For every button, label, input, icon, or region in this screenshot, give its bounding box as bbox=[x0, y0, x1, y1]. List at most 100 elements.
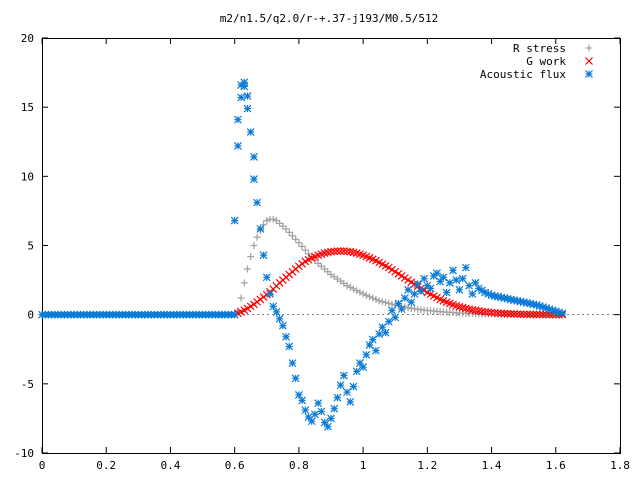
data-point bbox=[439, 273, 448, 282]
data-point bbox=[465, 281, 474, 290]
data-point bbox=[336, 247, 345, 255]
data-point bbox=[240, 82, 249, 91]
data-point bbox=[416, 287, 425, 296]
data-point bbox=[339, 247, 348, 255]
data-point bbox=[311, 410, 319, 419]
data-point bbox=[356, 288, 364, 296]
data-point bbox=[250, 153, 258, 161]
data-point bbox=[295, 239, 303, 247]
data-point bbox=[346, 283, 354, 291]
data-point bbox=[461, 263, 470, 272]
data-point bbox=[484, 308, 493, 317]
data-point bbox=[433, 269, 441, 278]
series-r-stress bbox=[38, 215, 566, 319]
data-point bbox=[378, 298, 386, 306]
data-point bbox=[404, 285, 412, 294]
data-point bbox=[243, 104, 252, 113]
y-tick-label: 5 bbox=[27, 240, 34, 253]
legend-marker bbox=[585, 44, 593, 52]
data-point bbox=[330, 404, 339, 413]
data-point bbox=[292, 235, 300, 243]
data-point bbox=[529, 310, 538, 319]
data-point bbox=[506, 309, 515, 318]
data-point bbox=[494, 309, 502, 318]
x-tick-label: 0.2 bbox=[96, 459, 116, 472]
data-point bbox=[468, 289, 477, 298]
data-point bbox=[449, 266, 457, 275]
data-point bbox=[535, 310, 544, 319]
data-point bbox=[366, 293, 374, 301]
data-point bbox=[490, 292, 499, 300]
data-point bbox=[372, 346, 380, 355]
data-point bbox=[243, 92, 252, 101]
data-point bbox=[320, 418, 329, 427]
data-point bbox=[282, 332, 290, 341]
data-point bbox=[400, 294, 409, 302]
y-tick-label: 0 bbox=[27, 309, 34, 322]
data-point bbox=[253, 233, 261, 241]
y-tick-label: 15 bbox=[21, 101, 34, 114]
data-point bbox=[346, 397, 355, 406]
data-point bbox=[526, 310, 535, 319]
data-point bbox=[298, 242, 306, 250]
data-point bbox=[278, 321, 287, 330]
data-point bbox=[375, 330, 384, 338]
data-point bbox=[250, 175, 258, 184]
data-point bbox=[532, 310, 541, 319]
y-axis: -10 -5 0 5 10 15 20 bbox=[14, 32, 620, 460]
data-point bbox=[272, 307, 281, 316]
data-point bbox=[474, 307, 483, 315]
data-point bbox=[247, 253, 255, 261]
data-point bbox=[381, 328, 390, 337]
data-point bbox=[352, 367, 361, 376]
chart-title: m2/n1.5/q2.0/r-+.37-j193/M0.5/512 bbox=[220, 12, 439, 25]
data-point bbox=[362, 291, 370, 299]
data-point bbox=[487, 308, 496, 317]
data-point bbox=[288, 232, 296, 240]
data-point bbox=[382, 298, 390, 306]
data-point bbox=[378, 323, 387, 332]
data-point bbox=[288, 359, 297, 368]
data-point bbox=[413, 280, 422, 289]
data-point bbox=[263, 217, 271, 225]
data-point bbox=[262, 273, 271, 282]
data-point bbox=[333, 393, 342, 402]
data-point bbox=[522, 310, 531, 319]
data-point bbox=[362, 350, 371, 359]
data-point bbox=[349, 382, 358, 391]
data-point bbox=[445, 278, 454, 287]
data-point bbox=[455, 285, 464, 294]
legend-label: R stress bbox=[513, 42, 566, 55]
x-tick-label: 1.2 bbox=[417, 459, 437, 472]
data-point bbox=[330, 247, 339, 256]
data-point bbox=[353, 287, 361, 295]
data-point bbox=[500, 309, 509, 318]
data-point bbox=[343, 282, 351, 290]
data-point bbox=[285, 228, 293, 236]
data-point bbox=[558, 309, 567, 318]
data-point bbox=[294, 390, 303, 399]
data-point bbox=[333, 247, 342, 255]
data-point bbox=[343, 388, 351, 397]
plot-frame bbox=[42, 38, 621, 454]
data-point bbox=[477, 307, 486, 316]
data-point bbox=[388, 300, 396, 308]
data-point bbox=[230, 310, 239, 319]
data-point bbox=[420, 274, 429, 283]
data-point bbox=[349, 285, 357, 293]
data-point bbox=[230, 216, 239, 225]
data-point bbox=[304, 413, 313, 421]
data-point bbox=[481, 307, 490, 316]
legend-marker bbox=[585, 70, 593, 78]
data-point bbox=[372, 295, 380, 303]
data-point bbox=[436, 277, 445, 286]
data-point bbox=[266, 289, 274, 298]
data-point bbox=[339, 371, 348, 380]
data-point bbox=[246, 128, 255, 136]
data-point bbox=[260, 221, 268, 229]
data-point bbox=[244, 265, 252, 273]
data-point bbox=[545, 310, 554, 319]
x-tick-label: 1.8 bbox=[610, 459, 630, 472]
